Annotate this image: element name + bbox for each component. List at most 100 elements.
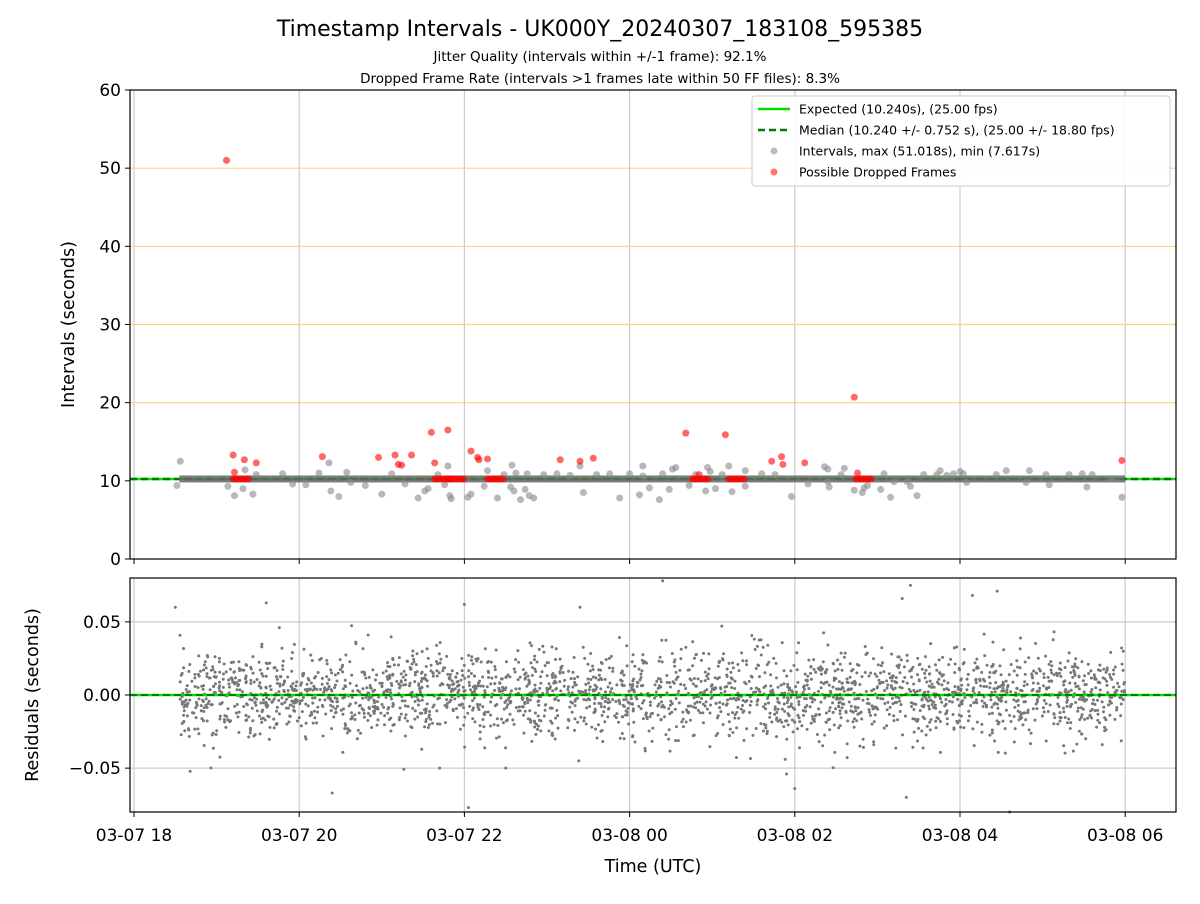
- residual-point: [548, 706, 552, 710]
- residual-point: [876, 663, 880, 667]
- residual-point: [708, 745, 712, 749]
- residual-point: [1019, 712, 1023, 716]
- residual-point: [825, 668, 829, 672]
- residual-point: [460, 657, 464, 661]
- residual-point: [462, 663, 466, 667]
- residual-point: [356, 728, 360, 732]
- residual-point: [786, 712, 790, 716]
- residual-point: [644, 713, 648, 717]
- residual-point: [737, 669, 741, 673]
- residual-point: [749, 700, 753, 704]
- residual-point: [763, 702, 767, 706]
- residual-point: [1056, 695, 1060, 699]
- residual-point: [341, 670, 345, 674]
- residual-point: [975, 666, 979, 670]
- residual-point: [1000, 699, 1004, 703]
- interval-point: [424, 485, 432, 493]
- residual-point: [821, 660, 825, 664]
- dropped-frame-point: [391, 451, 399, 459]
- residual-point: [385, 675, 389, 679]
- residual-point: [736, 705, 740, 709]
- residual-point: [361, 647, 365, 651]
- interval-point: [401, 480, 409, 488]
- residual-point: [980, 730, 984, 734]
- residual-point: [245, 663, 249, 667]
- residual-point: [466, 675, 470, 679]
- residual-point: [375, 700, 379, 704]
- residual-point: [212, 684, 216, 688]
- residual-point: [301, 696, 305, 700]
- residual-point: [654, 690, 658, 694]
- residual-point: [412, 660, 416, 664]
- residual-point: [185, 714, 189, 718]
- residual-point: [969, 703, 973, 707]
- residual-point: [1073, 681, 1077, 685]
- residual-point: [899, 658, 903, 662]
- residual-point: [311, 696, 315, 700]
- residual-point: [797, 716, 801, 720]
- residual-point: [731, 666, 735, 670]
- residual-point: [853, 697, 857, 701]
- residual-point: [823, 695, 827, 699]
- interval-point: [1083, 483, 1091, 491]
- residual-point: [967, 709, 971, 713]
- residual-point: [823, 670, 827, 674]
- residual-point: [599, 676, 603, 680]
- residual-point: [582, 698, 586, 702]
- residual-point: [851, 667, 855, 671]
- residual-point: [1071, 675, 1075, 679]
- residual-point: [1062, 683, 1066, 687]
- residual-point: [867, 708, 871, 712]
- residual-point: [765, 729, 769, 733]
- residual-point: [1041, 684, 1045, 688]
- residual-point: [1025, 683, 1029, 687]
- residual-point: [627, 689, 631, 693]
- residual-point: [733, 679, 737, 683]
- residual-point: [294, 698, 298, 702]
- residual-point: [831, 685, 835, 689]
- interval-point: [636, 491, 644, 499]
- residual-outlier-point: [785, 772, 789, 776]
- residual-point: [627, 722, 631, 726]
- residual-point: [885, 686, 889, 690]
- residual-point: [213, 670, 217, 674]
- residual-point: [413, 709, 417, 713]
- residual-point: [689, 704, 693, 708]
- residual-point: [399, 680, 403, 684]
- residual-point: [445, 705, 449, 709]
- residual-point: [1080, 732, 1084, 736]
- residual-point: [474, 686, 478, 690]
- residual-point: [221, 672, 225, 676]
- residual-point: [860, 717, 864, 721]
- residual-point: [1023, 680, 1027, 684]
- residual-point: [438, 641, 442, 645]
- residual-point: [934, 726, 938, 730]
- residual-point: [1011, 680, 1015, 684]
- residual-point: [912, 708, 916, 712]
- residual-point: [888, 676, 892, 680]
- residual-point: [361, 687, 365, 691]
- dropped-frame-point: [768, 457, 776, 465]
- residual-point: [615, 683, 619, 687]
- residual-point: [370, 726, 374, 730]
- residual-point: [274, 675, 278, 679]
- residual-point: [817, 707, 821, 711]
- residual-point: [759, 653, 763, 657]
- residual-point: [222, 717, 226, 721]
- residual-point: [586, 677, 590, 681]
- residual-point: [911, 702, 915, 706]
- residual-point: [600, 713, 604, 717]
- residual-point: [807, 687, 811, 691]
- residual-point: [1122, 682, 1126, 686]
- residual-point: [839, 651, 843, 655]
- residual-point: [786, 682, 790, 686]
- residual-point: [883, 701, 887, 705]
- residual-point: [411, 654, 415, 658]
- residual-point: [887, 672, 891, 676]
- residual-point: [813, 698, 817, 702]
- residual-point: [845, 680, 849, 684]
- residual-point: [918, 688, 922, 692]
- residual-point: [179, 673, 183, 677]
- residual-point: [1002, 689, 1006, 693]
- residual-point: [995, 702, 999, 706]
